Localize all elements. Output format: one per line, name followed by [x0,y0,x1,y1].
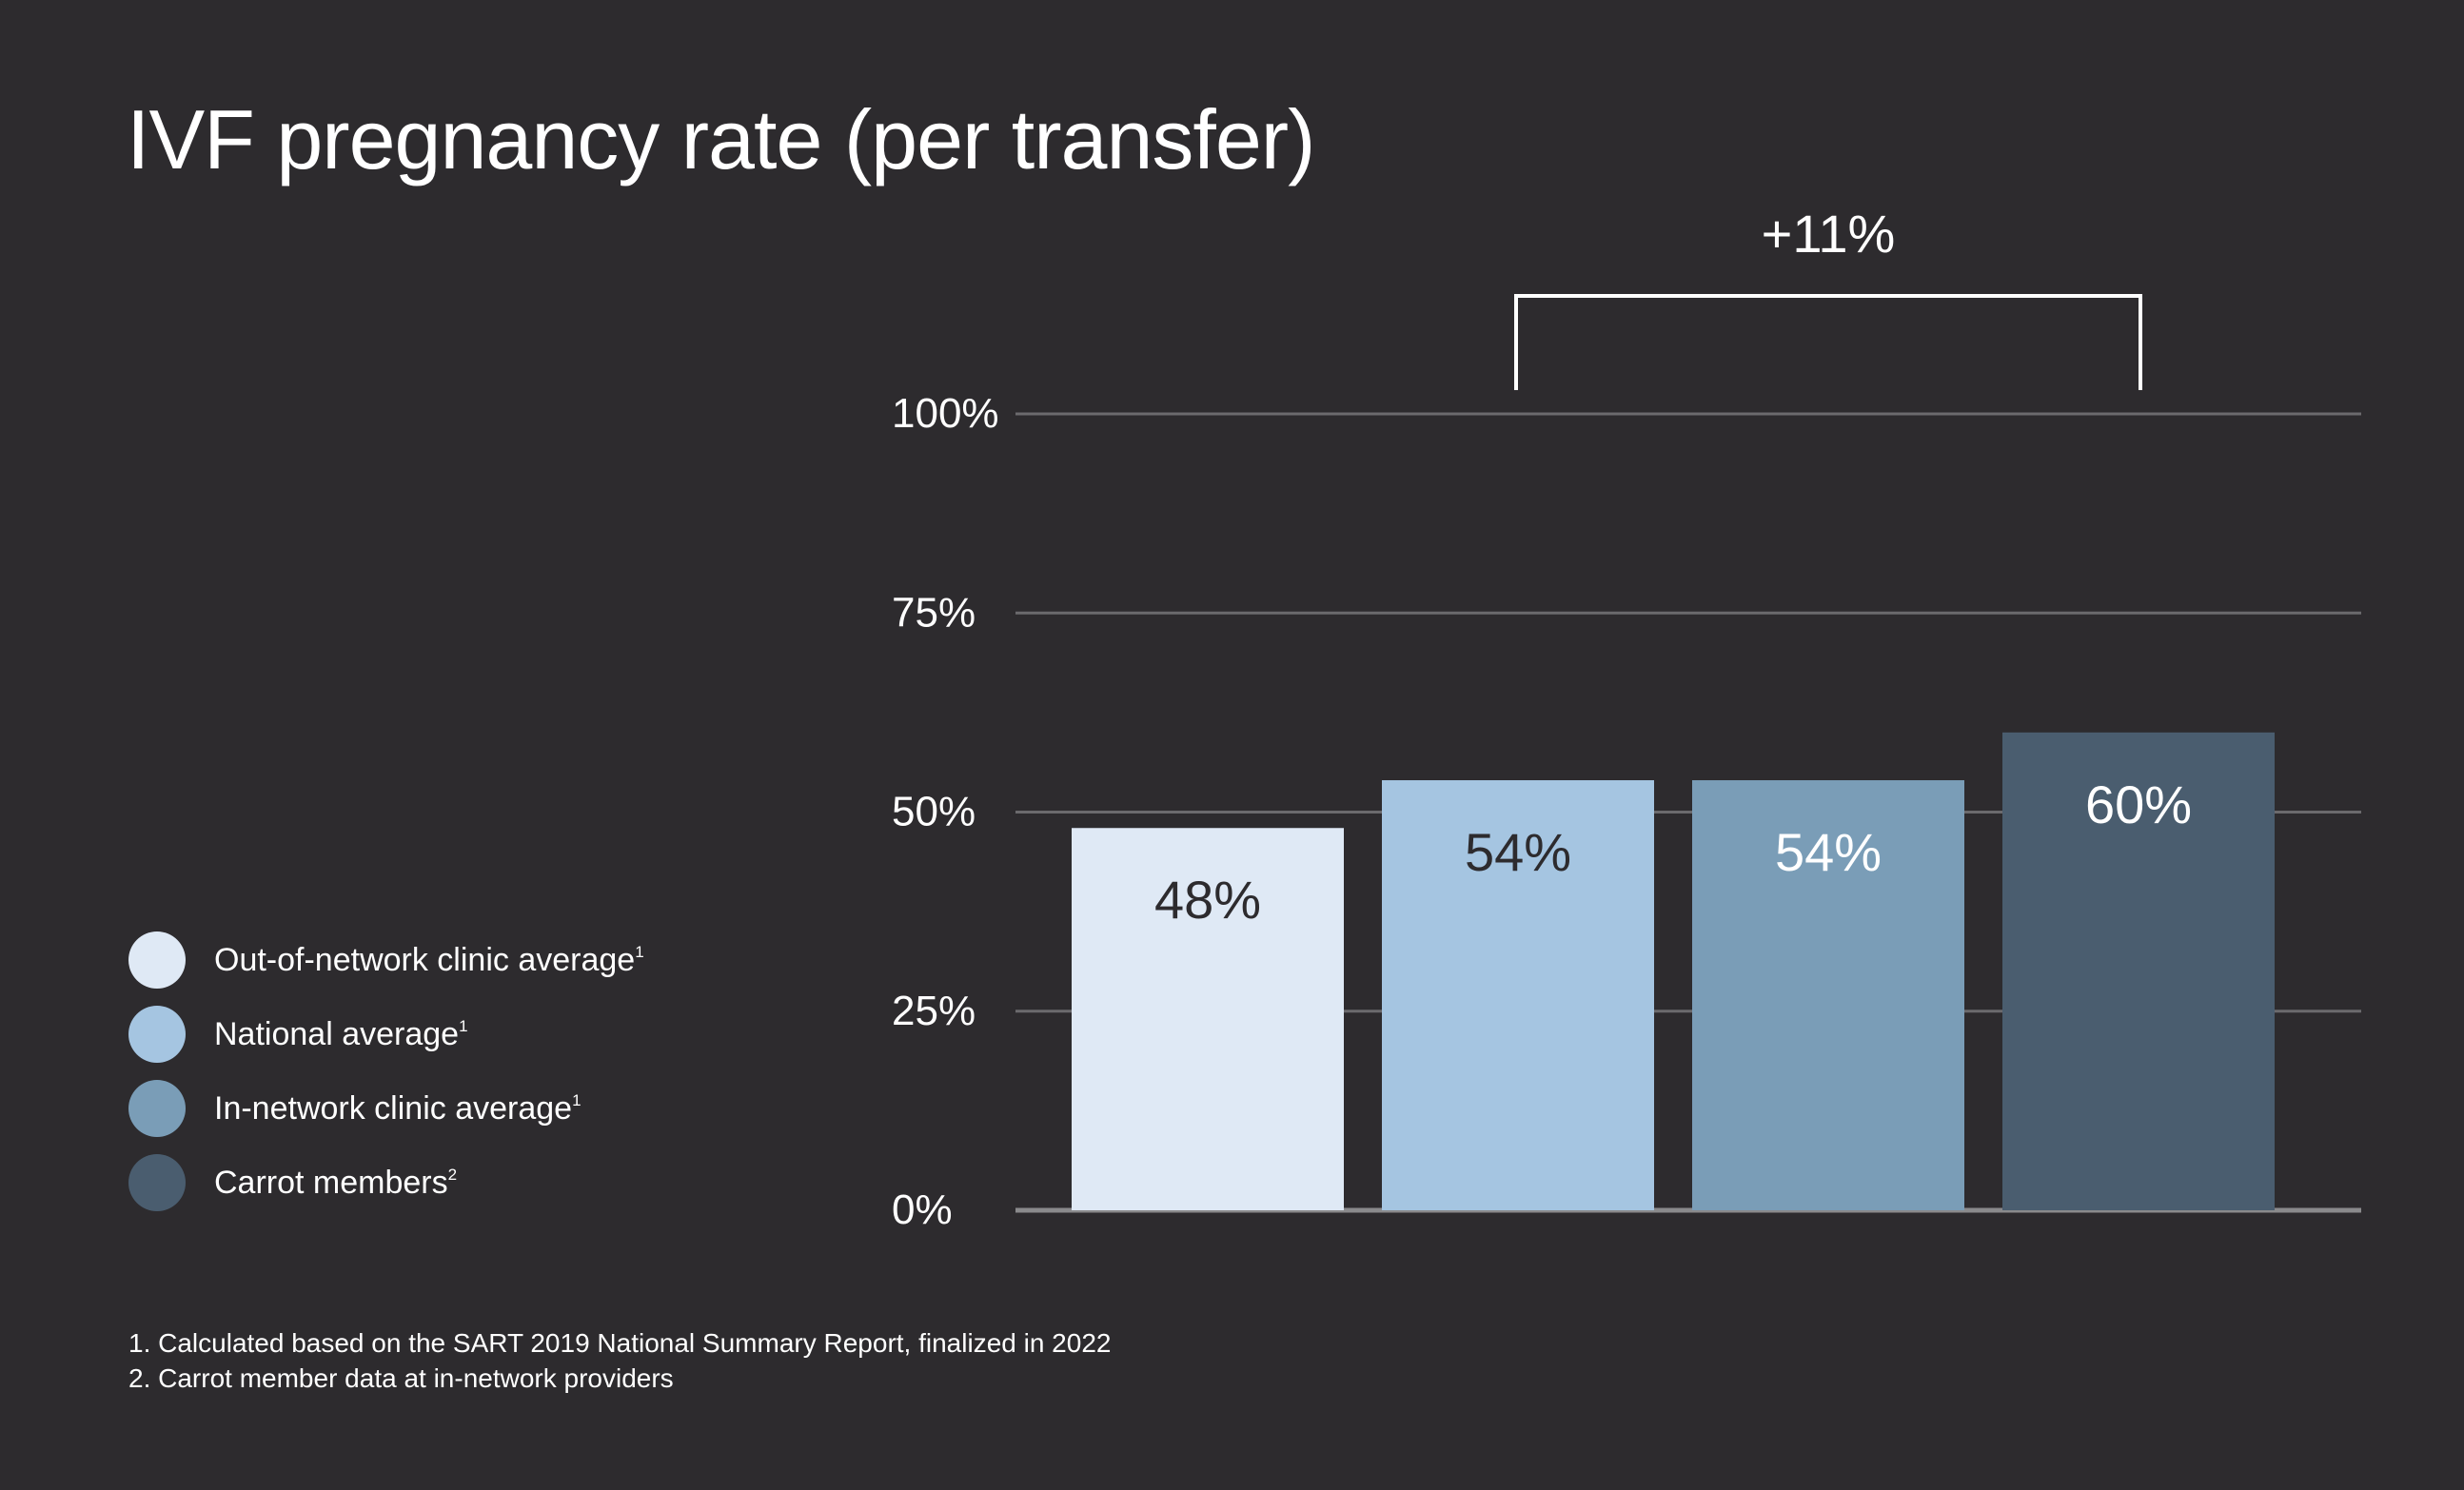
legend-label: National average1 [214,1016,468,1053]
legend-label: In-network clinic average1 [214,1090,582,1127]
y-tick-label: 0% [892,1186,953,1233]
bar-value-label: 48% [1154,870,1261,930]
legend-label: Carrot members2 [214,1165,457,1202]
legend-footnote-mark: 1 [572,1090,582,1109]
legend-swatch-icon [128,1154,186,1211]
y-tick-label: 50% [892,789,976,835]
footnote: 1. Calculated based on the SART 2019 Nat… [128,1328,1112,1358]
bar [1382,780,1654,1210]
legend-label-text: Out-of-network clinic average [214,941,636,978]
bar [2002,732,2275,1210]
y-tick-label: 25% [892,988,976,1034]
legend-item: Carrot members2 [128,1146,644,1220]
legend-label: Out-of-network clinic average1 [214,942,644,979]
legend-label-text: Carrot members [214,1164,448,1201]
footnotes: 1. Calculated based on the SART 2019 Nat… [128,1325,1111,1396]
y-tick-label: 75% [892,589,976,636]
bar-value-label: 60% [2085,774,2192,834]
legend-footnote-mark: 1 [459,1016,468,1035]
bar [1692,780,1964,1210]
legend-swatch-icon [128,931,186,989]
legend-item: National average1 [128,997,644,1071]
legend-footnote-mark: 1 [635,942,644,961]
annotation-bracket [1514,294,2142,390]
bar-value-label: 54% [1775,822,1882,882]
bar-value-label: 54% [1465,822,1571,882]
legend-label-text: In-network clinic average [214,1089,573,1127]
legend-label-text: National average [214,1015,460,1052]
annotation-label: +11% [1762,204,1896,264]
legend-swatch-icon [128,1080,186,1137]
legend-footnote-mark: 2 [447,1165,458,1184]
footnote: 2. Carrot member data at in-network prov… [128,1363,674,1393]
y-tick-label: 100% [892,390,999,437]
bar [1072,828,1344,1210]
legend-item: In-network clinic average1 [128,1071,644,1146]
legend: Out-of-network clinic average1 National … [128,923,644,1220]
legend-swatch-icon [128,1006,186,1063]
legend-item: Out-of-network clinic average1 [128,923,644,997]
chart-title: IVF pregnancy rate (per transfer) [127,92,1315,186]
